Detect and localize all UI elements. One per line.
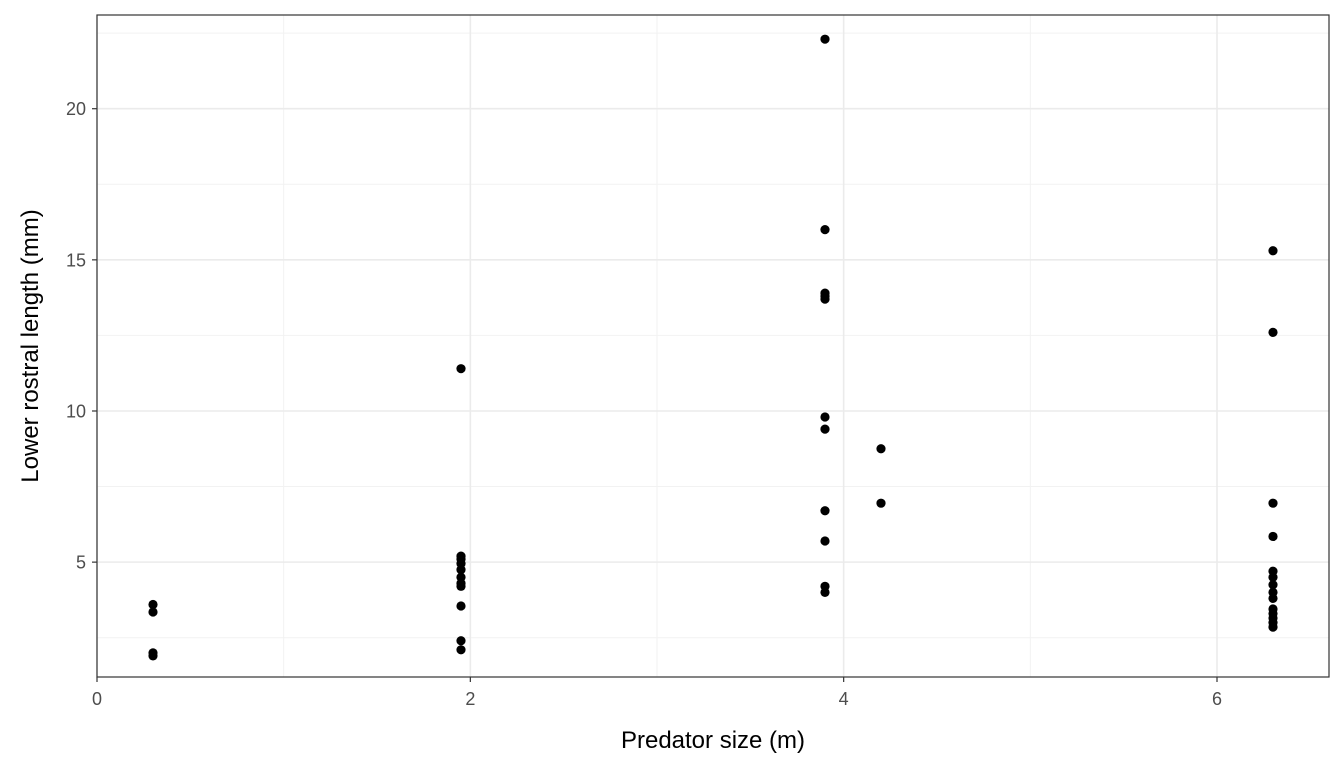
data-point xyxy=(148,651,158,661)
data-point xyxy=(820,506,830,516)
data-point xyxy=(148,607,158,617)
data-point xyxy=(820,225,830,235)
data-point xyxy=(876,444,886,454)
data-point xyxy=(1268,593,1278,604)
data-point xyxy=(1268,498,1278,508)
data-point xyxy=(820,34,830,44)
data-point xyxy=(820,412,830,422)
y-tick-label: 5 xyxy=(76,553,86,573)
data-point xyxy=(456,565,466,575)
data-point xyxy=(820,294,830,304)
data-point xyxy=(1268,580,1278,590)
data-point xyxy=(456,636,466,646)
data-points xyxy=(148,34,1278,661)
data-point xyxy=(1268,531,1278,542)
minor-gridlines xyxy=(97,15,1329,677)
data-point xyxy=(148,599,158,610)
x-tick-label: 4 xyxy=(839,689,849,709)
x-tick-label: 2 xyxy=(465,689,475,709)
data-point xyxy=(876,498,886,508)
data-point xyxy=(1268,327,1278,337)
data-point xyxy=(1268,246,1278,256)
data-point xyxy=(456,581,466,591)
major-gridlines xyxy=(96,15,1329,677)
y-tick-label: 20 xyxy=(66,99,86,119)
y-tick-label: 15 xyxy=(66,250,86,270)
y-axis: 5 10 15 20 xyxy=(66,99,97,573)
data-point xyxy=(1268,622,1278,632)
x-tick-label: 0 xyxy=(92,689,102,709)
data-point xyxy=(456,645,466,655)
x-tick-label: 6 xyxy=(1212,689,1222,709)
data-point xyxy=(456,601,466,611)
data-point xyxy=(820,424,830,434)
y-tick-label: 10 xyxy=(66,401,86,421)
y-axis-title: Lower rostral length (mm) xyxy=(17,209,44,482)
plot-panel-border xyxy=(96,14,1330,678)
x-axis: 0 2 4 6 xyxy=(92,677,1222,709)
data-point xyxy=(820,587,830,597)
data-point xyxy=(456,364,466,374)
data-point xyxy=(820,536,830,546)
data-point xyxy=(1268,572,1278,582)
x-axis-title: Predator size (m) xyxy=(621,727,805,754)
